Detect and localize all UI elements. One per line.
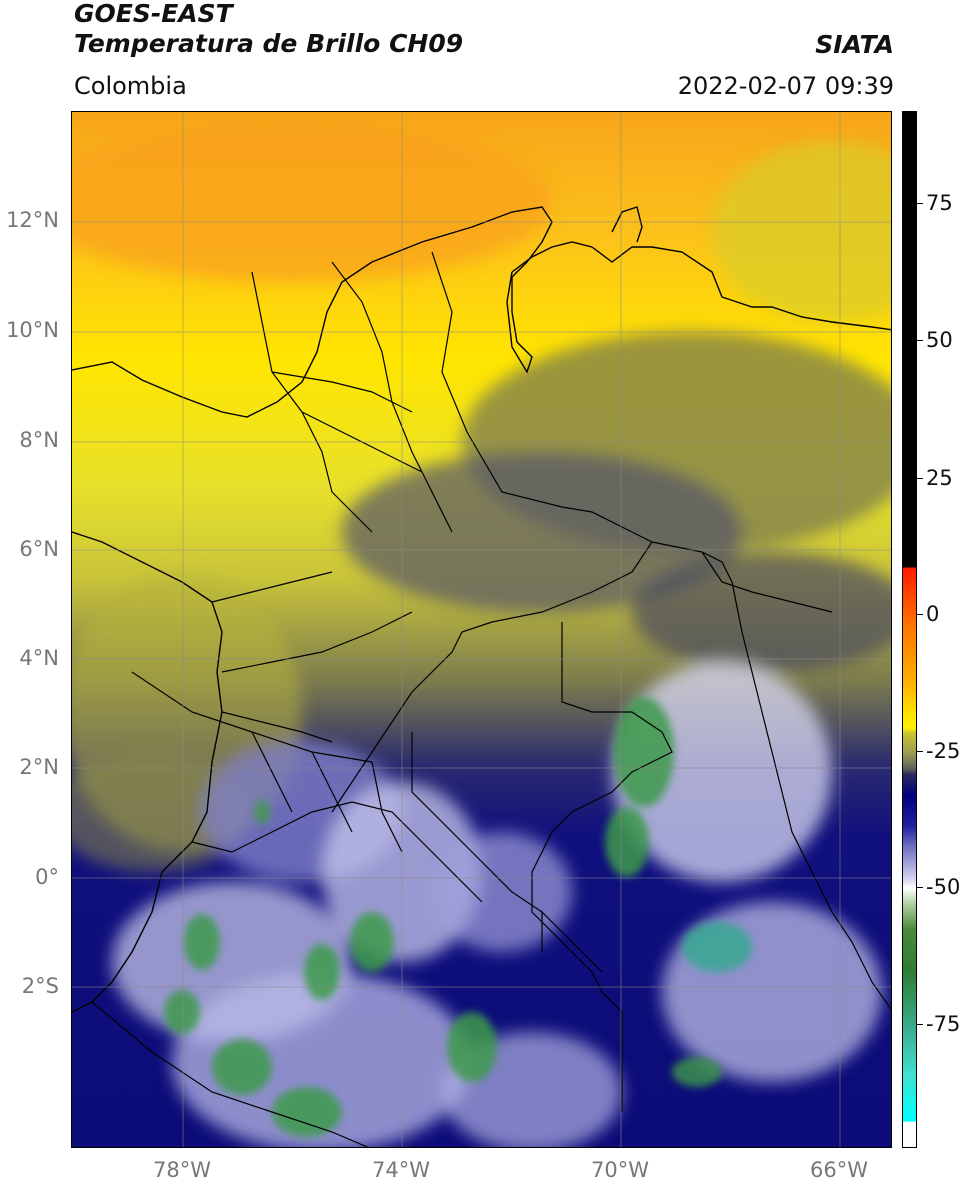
colorbar-label-75: 75 bbox=[926, 191, 953, 215]
lat-label-12n: 12°N bbox=[6, 208, 59, 232]
title-line-1: GOES-EAST bbox=[74, 0, 233, 28]
colorbar-label-0: 0 bbox=[926, 602, 940, 626]
colorbar-tick-75 bbox=[917, 203, 923, 204]
colorbar-label-minus25: -25 bbox=[926, 739, 961, 763]
map-panel bbox=[71, 111, 892, 1148]
lat-label-10n: 10°N bbox=[6, 318, 59, 342]
lat-label-4n: 4°N bbox=[19, 646, 59, 670]
lon-label-70w: 70°W bbox=[591, 1158, 649, 1182]
coastlines bbox=[72, 206, 891, 1013]
colorbar-tick-25 bbox=[917, 478, 923, 479]
colorbar bbox=[902, 111, 917, 1148]
colorbar-tick-minus50 bbox=[917, 887, 923, 888]
colorbar-tick-minus75 bbox=[917, 1024, 923, 1025]
lat-label-8n: 8°N bbox=[19, 428, 59, 452]
colorbar-tick-0 bbox=[917, 614, 923, 615]
lat-label-0: 0° bbox=[35, 865, 59, 889]
colorbar-label-50: 50 bbox=[926, 328, 953, 352]
brand-label: SIATA bbox=[815, 30, 894, 59]
colorbar-label-minus50: -50 bbox=[926, 875, 961, 899]
lon-label-66w: 66°W bbox=[810, 1158, 868, 1182]
lon-label-74w: 74°W bbox=[372, 1158, 430, 1182]
political-boundaries bbox=[91, 251, 891, 1147]
cold-cloud-tops bbox=[164, 697, 752, 1137]
graticule bbox=[72, 112, 891, 1147]
brightness-temperature-map bbox=[72, 112, 891, 1147]
region-label: Colombia bbox=[74, 72, 187, 100]
lat-label-2n: 2°N bbox=[19, 755, 59, 779]
title-line-2: Temperatura de Brillo CH09 bbox=[74, 29, 464, 58]
lat-label-2s: 2°S bbox=[21, 974, 59, 998]
colorbar-tick-minus25 bbox=[917, 751, 923, 752]
timestamp: 2022-02-07 09:39 bbox=[677, 72, 894, 100]
lon-label-78w: 78°W bbox=[153, 1158, 211, 1182]
colorbar-label-minus75: -75 bbox=[926, 1012, 961, 1036]
colorbar-label-25: 25 bbox=[926, 466, 953, 490]
colorbar-tick-50 bbox=[917, 340, 923, 341]
lat-label-6n: 6°N bbox=[19, 537, 59, 561]
